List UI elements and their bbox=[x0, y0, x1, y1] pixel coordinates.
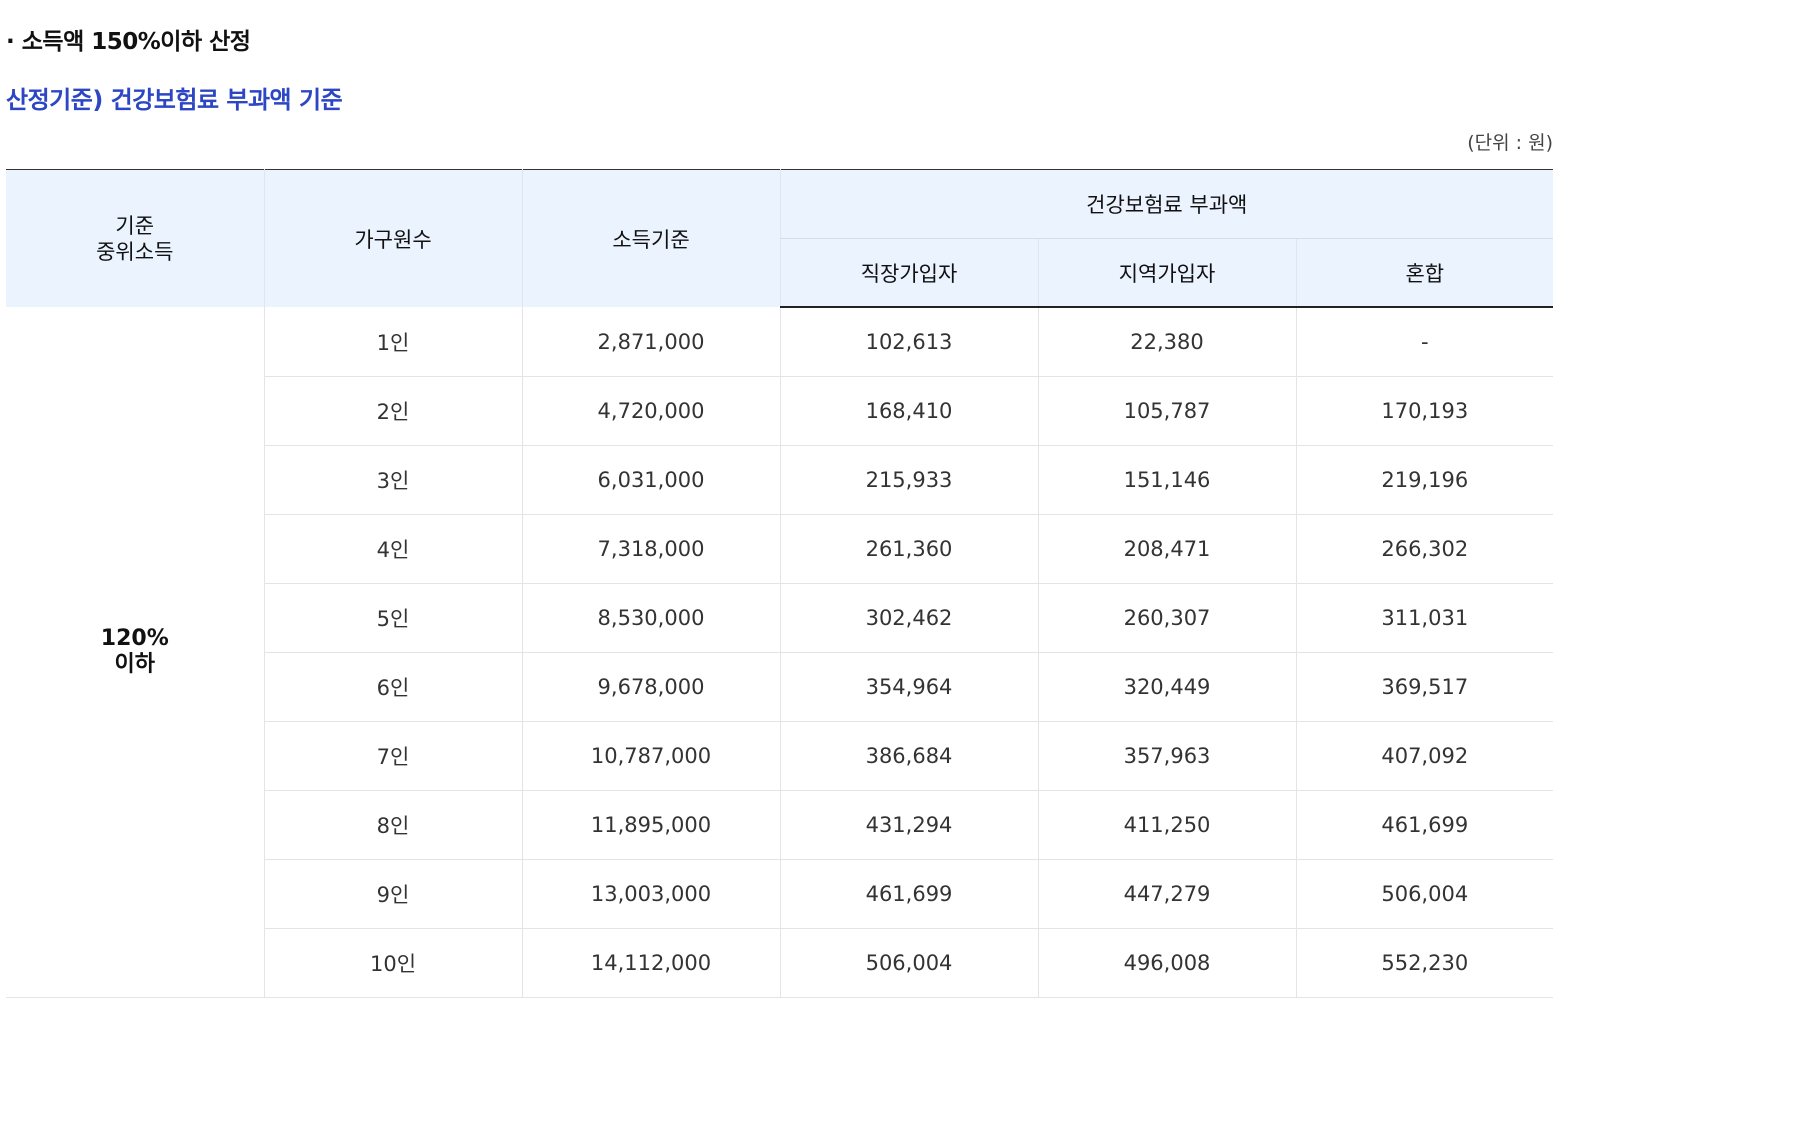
criteria-subheading: 산정기준) 건강보험료 부과액 기준 bbox=[6, 86, 343, 114]
header-employee: 직장가입자 bbox=[779, 238, 1038, 308]
cell-household-size: 10인 bbox=[263, 928, 522, 998]
header-median-income-line2: 중위소득 bbox=[96, 239, 174, 264]
header-regional: 지역가입자 bbox=[1037, 238, 1296, 308]
cell-regional: 320,449 bbox=[1037, 652, 1296, 722]
cell-income-standard: 2,871,000 bbox=[521, 307, 780, 377]
cell-employee: 102,613 bbox=[779, 307, 1038, 377]
cell-regional: 208,471 bbox=[1037, 514, 1296, 584]
cell-income-standard: 8,530,000 bbox=[521, 583, 780, 653]
header-household-size: 가구원수 bbox=[263, 169, 522, 307]
header-mixed: 혼합 bbox=[1295, 238, 1554, 308]
cell-employee: 431,294 bbox=[779, 790, 1038, 860]
cell-regional: 357,963 bbox=[1037, 721, 1296, 791]
cell-household-size: 3인 bbox=[263, 445, 522, 515]
table-row: 5인 8,530,000 302,462 260,307 311,031 bbox=[6, 583, 1554, 653]
cell-household-size: 9인 bbox=[263, 859, 522, 929]
cell-employee: 354,964 bbox=[779, 652, 1038, 722]
cell-mixed: 369,517 bbox=[1295, 652, 1554, 722]
cell-household-size: 2인 bbox=[263, 376, 522, 446]
cell-household-size: 8인 bbox=[263, 790, 522, 860]
cell-regional: 151,146 bbox=[1037, 445, 1296, 515]
cell-regional: 447,279 bbox=[1037, 859, 1296, 929]
cell-income-standard: 10,787,000 bbox=[521, 721, 780, 791]
table-body: 120% 이하 1인 2,871,000 102,613 22,380 - 2인… bbox=[6, 307, 1554, 998]
cell-employee: 506,004 bbox=[779, 928, 1038, 998]
cell-employee: 168,410 bbox=[779, 376, 1038, 446]
premium-table: 기준 중위소득 가구원수 소득기준 건강보험료 부과액 직장가입자 지역가입자 … bbox=[6, 169, 1554, 998]
row-group-line1: 120% bbox=[100, 626, 169, 651]
header-median-income: 기준 중위소득 bbox=[6, 169, 264, 307]
table-row: 3인 6,031,000 215,933 151,146 219,196 bbox=[6, 445, 1554, 515]
header-income-standard: 소득기준 bbox=[521, 169, 780, 307]
cell-household-size: 7인 bbox=[263, 721, 522, 791]
table-row: 2인 4,720,000 168,410 105,787 170,193 bbox=[6, 376, 1554, 446]
cell-household-size: 5인 bbox=[263, 583, 522, 653]
cell-mixed: 311,031 bbox=[1295, 583, 1554, 653]
cell-mixed: 266,302 bbox=[1295, 514, 1554, 584]
cell-mixed: 506,004 bbox=[1295, 859, 1554, 929]
table-row: 6인 9,678,000 354,964 320,449 369,517 bbox=[6, 652, 1554, 722]
cell-mixed: 170,193 bbox=[1295, 376, 1554, 446]
row-group-label: 120% 이하 bbox=[6, 307, 264, 998]
cell-regional: 411,250 bbox=[1037, 790, 1296, 860]
unit-note: (단위 : 원) bbox=[1467, 132, 1553, 154]
table-row: 9인 13,003,000 461,699 447,279 506,004 bbox=[6, 859, 1554, 929]
cell-mixed: 461,699 bbox=[1295, 790, 1554, 860]
cell-employee: 302,462 bbox=[779, 583, 1038, 653]
table-row: 7인 10,787,000 386,684 357,963 407,092 bbox=[6, 721, 1554, 791]
cell-regional: 260,307 bbox=[1037, 583, 1296, 653]
cell-household-size: 6인 bbox=[263, 652, 522, 722]
cell-mixed: - bbox=[1295, 307, 1554, 377]
cell-income-standard: 7,318,000 bbox=[521, 514, 780, 584]
cell-household-size: 4인 bbox=[263, 514, 522, 584]
cell-employee: 261,360 bbox=[779, 514, 1038, 584]
cell-mixed: 219,196 bbox=[1295, 445, 1554, 515]
cell-income-standard: 6,031,000 bbox=[521, 445, 780, 515]
cell-employee: 215,933 bbox=[779, 445, 1038, 515]
cell-employee: 461,699 bbox=[779, 859, 1038, 929]
cell-regional: 22,380 bbox=[1037, 307, 1296, 377]
cell-income-standard: 9,678,000 bbox=[521, 652, 780, 722]
table-row: 120% 이하 1인 2,871,000 102,613 22,380 - bbox=[6, 307, 1554, 998]
cell-income-standard: 11,895,000 bbox=[521, 790, 780, 860]
cell-regional: 105,787 bbox=[1037, 376, 1296, 446]
table-row: 4인 7,318,000 261,360 208,471 266,302 bbox=[6, 514, 1554, 584]
header-premium-group: 건강보험료 부과액 bbox=[779, 169, 1554, 239]
row-group-line2: 이하 bbox=[114, 652, 155, 677]
cell-regional: 496,008 bbox=[1037, 928, 1296, 998]
table-row: 10인 14,112,000 506,004 496,008 552,230 bbox=[6, 928, 1554, 998]
cell-mixed: 407,092 bbox=[1295, 721, 1554, 791]
cell-income-standard: 13,003,000 bbox=[521, 859, 780, 929]
cell-mixed: 552,230 bbox=[1295, 928, 1554, 998]
cell-employee: 386,684 bbox=[779, 721, 1038, 791]
cell-household-size: 1인 bbox=[263, 307, 522, 377]
section-heading: · 소득액 150%이하 산정 bbox=[6, 29, 251, 55]
header-median-income-line1: 기준 bbox=[115, 213, 155, 238]
cell-income-standard: 14,112,000 bbox=[521, 928, 780, 998]
table-row: 8인 11,895,000 431,294 411,250 461,699 bbox=[6, 790, 1554, 860]
cell-income-standard: 4,720,000 bbox=[521, 376, 780, 446]
